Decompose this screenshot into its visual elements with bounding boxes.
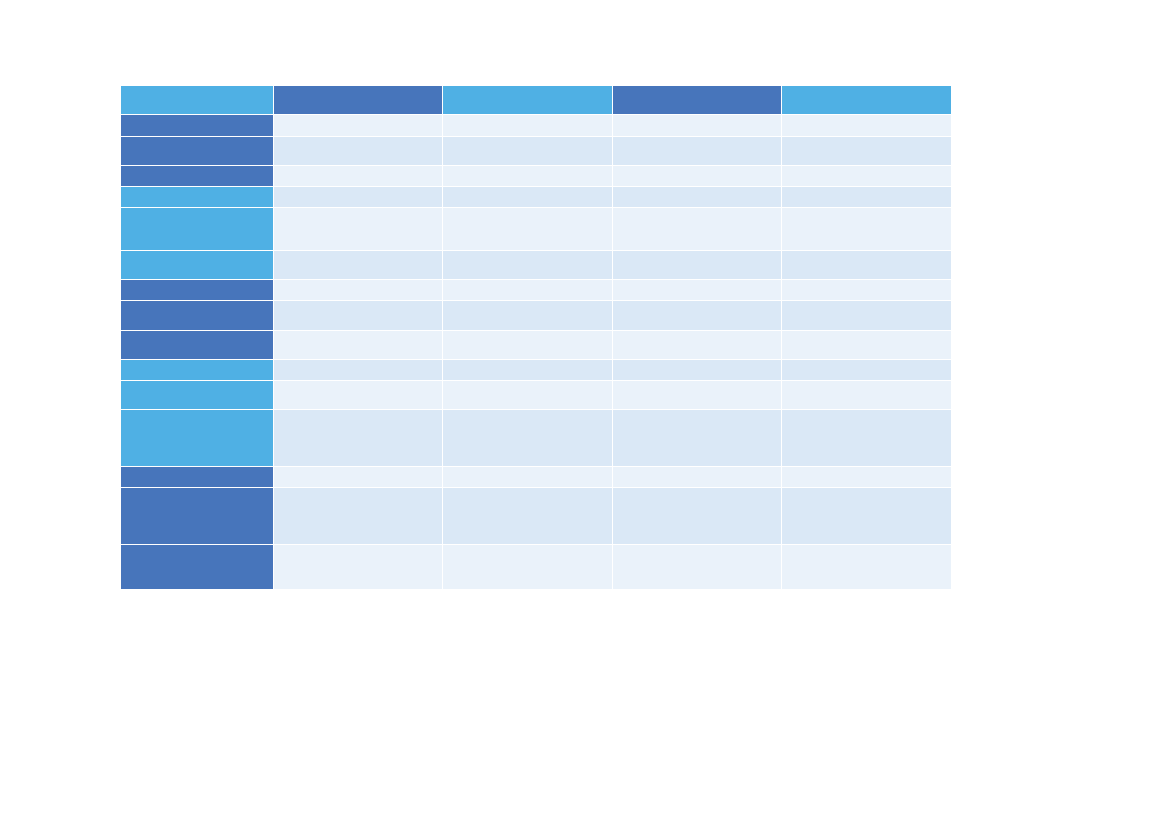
table-cell (274, 208, 442, 250)
table-cell (443, 331, 612, 359)
row-header-cell (121, 251, 273, 279)
table-cell (274, 187, 442, 207)
table-cell (782, 410, 951, 466)
table-cell (613, 381, 781, 409)
table-cell (274, 360, 442, 380)
table-cell (274, 488, 442, 544)
table-cell (613, 488, 781, 544)
header-cell (782, 86, 951, 114)
table-cell (443, 410, 612, 466)
table-cell (782, 488, 951, 544)
table-cell (782, 187, 951, 207)
table-cell (443, 115, 612, 136)
table-cell (443, 360, 612, 380)
table-cell (443, 467, 612, 487)
table-cell (274, 280, 442, 300)
table-cell (443, 208, 612, 250)
row-header-cell (121, 467, 273, 487)
row-header-cell (121, 280, 273, 300)
table-cell (782, 381, 951, 409)
row-header-cell (121, 166, 273, 186)
table-cell (443, 166, 612, 186)
row-header-cell (121, 381, 273, 409)
table-cell (613, 187, 781, 207)
header-cell (613, 86, 781, 114)
row-header-cell (121, 115, 273, 136)
table-cell (274, 381, 442, 409)
table-cell (274, 545, 442, 589)
table-cell (443, 545, 612, 589)
table-cell (274, 331, 442, 359)
header-cell (121, 86, 273, 114)
table-cell (274, 251, 442, 279)
table-cell (274, 166, 442, 186)
row-header-cell (121, 301, 273, 330)
table-cell (274, 467, 442, 487)
table-cell (613, 166, 781, 186)
table-cell (613, 301, 781, 330)
table-cell (782, 137, 951, 165)
table-cell (782, 280, 951, 300)
table-cell (274, 301, 442, 330)
table-cell (613, 280, 781, 300)
table-cell (443, 251, 612, 279)
table-cell (782, 208, 951, 250)
table-cell (443, 280, 612, 300)
table-cell (613, 208, 781, 250)
table-cell (613, 331, 781, 359)
row-header-cell (121, 360, 273, 380)
table-cell (613, 545, 781, 589)
table-cell (274, 410, 442, 466)
table-cell (782, 545, 951, 589)
table-cell (613, 360, 781, 380)
table-cell (443, 488, 612, 544)
row-header-cell (121, 331, 273, 359)
row-header-cell (121, 137, 273, 165)
row-header-cell (121, 187, 273, 207)
table-cell (613, 251, 781, 279)
table-cell (782, 251, 951, 279)
table-cell (782, 331, 951, 359)
table-cell (443, 381, 612, 409)
table-cell (443, 187, 612, 207)
table-cell (274, 115, 442, 136)
table-cell (782, 360, 951, 380)
row-header-cell (121, 488, 273, 544)
table-cell (274, 137, 442, 165)
header-cell (443, 86, 612, 114)
table-cell (782, 166, 951, 186)
table-cell (613, 137, 781, 165)
table (121, 86, 951, 589)
table-cell (613, 115, 781, 136)
table-cell (443, 301, 612, 330)
row-header-cell (121, 410, 273, 466)
table-cell (443, 137, 612, 165)
header-cell (274, 86, 442, 114)
table-cell (613, 410, 781, 466)
table-cell (613, 467, 781, 487)
table-cell (782, 115, 951, 136)
row-header-cell (121, 545, 273, 589)
row-header-cell (121, 208, 273, 250)
table-cell (782, 301, 951, 330)
table-cell (782, 467, 951, 487)
